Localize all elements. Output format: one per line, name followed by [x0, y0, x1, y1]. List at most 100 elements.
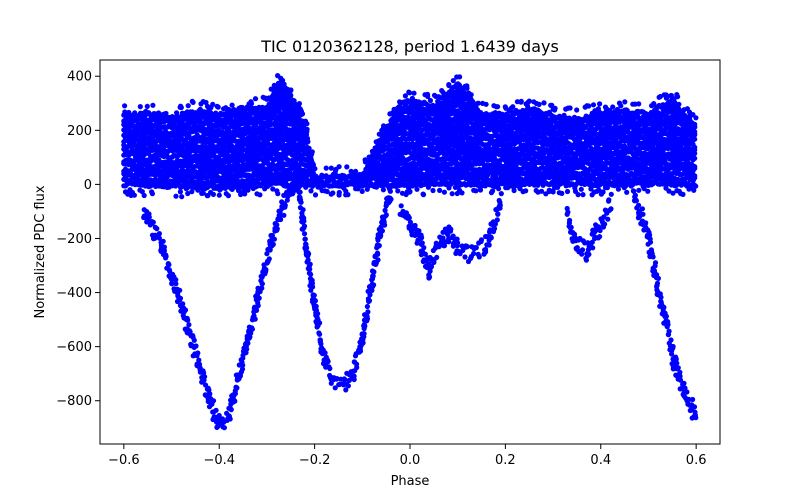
- data-point: [597, 101, 603, 107]
- data-point: [586, 103, 592, 109]
- data-point: [309, 164, 316, 170]
- data-point: [259, 285, 265, 291]
- data-point: [428, 265, 434, 271]
- data-point: [376, 243, 382, 249]
- data-point: [446, 239, 452, 245]
- data-point: [675, 365, 681, 371]
- data-point: [270, 241, 276, 247]
- data-point: [243, 350, 249, 356]
- data-point: [308, 271, 314, 277]
- data-point: [371, 269, 377, 275]
- data-point: [459, 190, 465, 196]
- data-point: [141, 192, 147, 199]
- data-point: [315, 311, 321, 317]
- data-point: [550, 189, 556, 195]
- data-point: [608, 191, 614, 197]
- data-point: [259, 281, 265, 287]
- data-point: [264, 251, 270, 257]
- data-point: [636, 187, 642, 193]
- data-point: [490, 188, 496, 194]
- data-point: [462, 254, 468, 260]
- data-point: [495, 104, 501, 110]
- data-point: [464, 85, 470, 91]
- data-point: [191, 337, 197, 343]
- data-point: [663, 92, 669, 98]
- data-point: [425, 93, 431, 100]
- data-point: [237, 373, 243, 379]
- data-point: [160, 238, 166, 244]
- data-point: [282, 202, 288, 208]
- data-point: [150, 102, 156, 108]
- data-point: [406, 189, 412, 195]
- data-point: [571, 231, 578, 237]
- data-point: [365, 309, 371, 315]
- data-point: [173, 281, 179, 287]
- data-point: [341, 376, 347, 382]
- data-point: [448, 226, 454, 232]
- data-point: [215, 104, 221, 110]
- data-point: [308, 188, 314, 194]
- data-point: [426, 274, 433, 280]
- data-point: [150, 219, 156, 225]
- data-point: [177, 287, 183, 293]
- data-point: [441, 189, 447, 195]
- data-point: [579, 247, 586, 253]
- data-point: [580, 192, 586, 198]
- data-point: [306, 145, 312, 151]
- data-point: [301, 218, 307, 224]
- data-point: [245, 340, 251, 346]
- data-point: [330, 190, 336, 196]
- data-point: [182, 307, 189, 313]
- data-point: [691, 187, 697, 193]
- data-point: [518, 99, 524, 105]
- data-point: [407, 90, 413, 96]
- data-point: [675, 94, 681, 100]
- data-point: [427, 97, 433, 104]
- data-point: [294, 104, 300, 110]
- data-point: [371, 282, 377, 288]
- data-point: [149, 191, 155, 197]
- data-point: [210, 191, 216, 197]
- data-point: [510, 104, 516, 110]
- data-point: [497, 202, 503, 208]
- data-point: [586, 251, 592, 257]
- data-point: [539, 188, 545, 194]
- data-point: [494, 217, 500, 223]
- data-point: [213, 407, 219, 413]
- series-dip-c: [397, 197, 503, 281]
- data-point: [541, 100, 547, 106]
- data-point: [641, 186, 647, 192]
- data-point: [419, 240, 425, 246]
- data-point: [281, 212, 287, 218]
- data-point: [225, 193, 231, 199]
- data-point: [624, 189, 630, 195]
- data-point: [680, 191, 686, 197]
- data-point: [354, 361, 360, 367]
- data-point: [178, 104, 184, 111]
- data-point: [388, 196, 394, 202]
- data-point: [232, 398, 238, 404]
- data-point: [325, 358, 331, 365]
- data-point: [395, 188, 401, 194]
- data-point: [649, 251, 655, 257]
- data-point: [588, 186, 594, 192]
- data-point: [446, 82, 452, 88]
- data-point: [249, 326, 255, 332]
- data-point: [477, 187, 484, 193]
- data-point: [498, 191, 504, 197]
- data-point: [308, 155, 314, 161]
- data-point: [665, 321, 671, 328]
- data-point: [301, 231, 308, 237]
- data-point: [163, 110, 169, 117]
- data-point: [374, 250, 381, 256]
- data-point: [278, 216, 284, 223]
- data-point: [239, 366, 246, 372]
- data-point: [271, 236, 277, 242]
- data-point: [473, 188, 479, 194]
- data-point: [434, 254, 440, 260]
- data-point: [177, 189, 183, 195]
- data-point: [574, 107, 580, 113]
- series-band-fill: [121, 79, 698, 191]
- data-point: [165, 261, 171, 267]
- data-point: [228, 407, 234, 413]
